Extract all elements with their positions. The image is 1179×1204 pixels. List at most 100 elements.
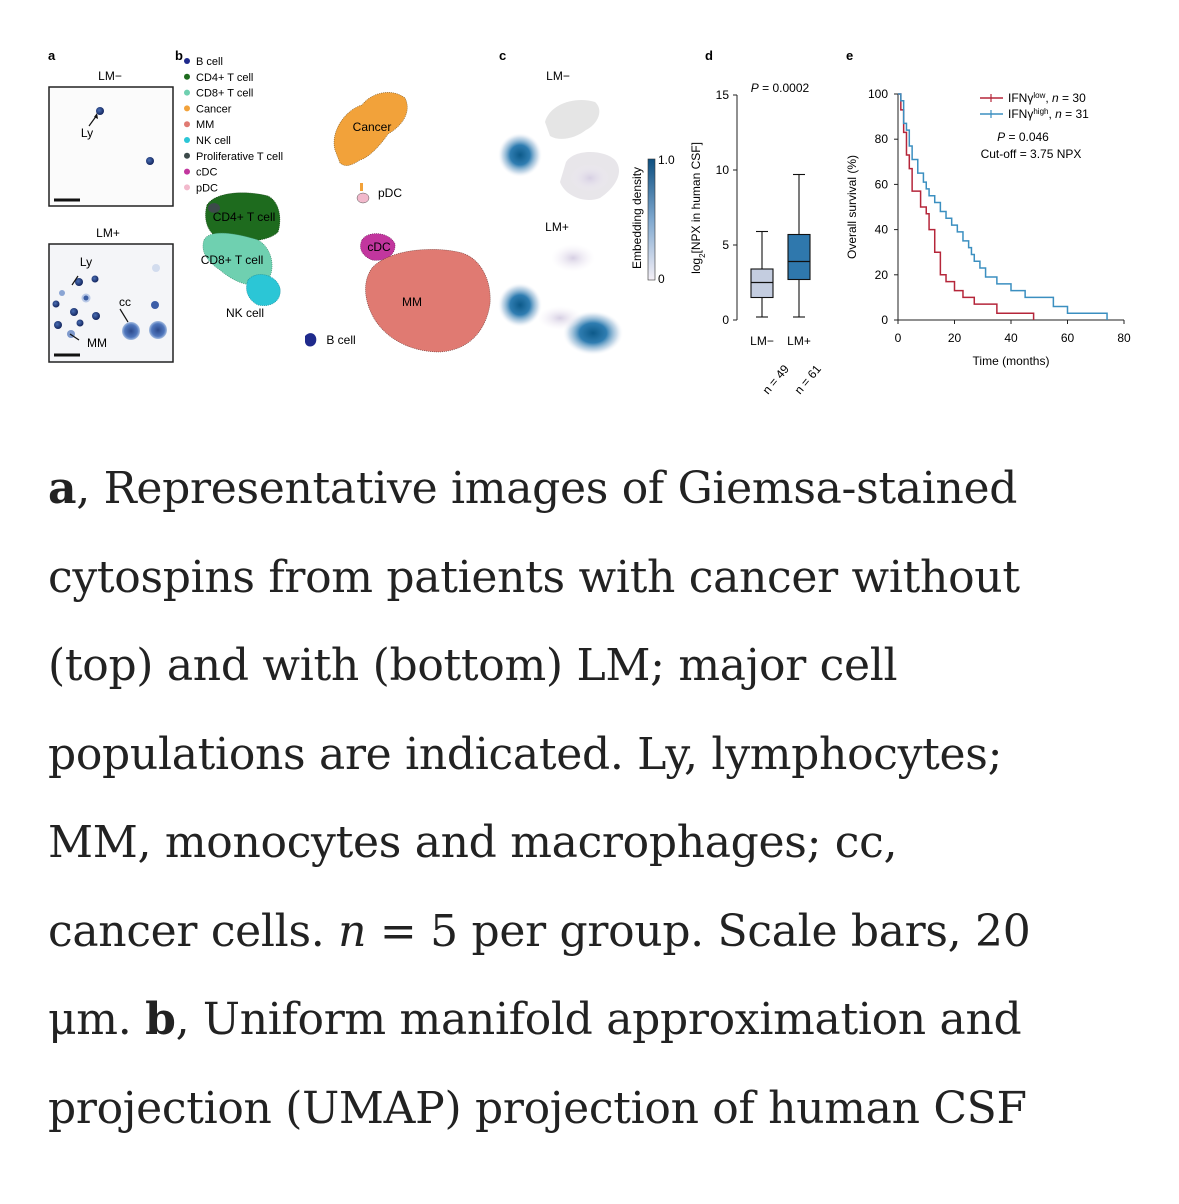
panel-c-bottom-title: LM+ xyxy=(545,220,569,234)
cluster-pdc xyxy=(356,192,370,204)
cluster-cancer-fragment xyxy=(360,183,363,191)
legend-high: IFNγhigh, n = 31 xyxy=(1008,107,1089,122)
arrowhead xyxy=(94,113,98,119)
cluster-mm xyxy=(365,249,491,353)
caption-segment: cancer cells. xyxy=(48,905,339,957)
legend-dot xyxy=(184,137,190,143)
cluster-cd4-t-cell xyxy=(205,192,281,242)
figure: a LM− Ly LM+ Ly xyxy=(0,0,1179,410)
x-tick-label: 20 xyxy=(948,331,962,345)
lymphocyte-cell xyxy=(96,107,104,115)
legend-label: Cancer xyxy=(196,103,232,115)
legend-label: cDC xyxy=(196,167,217,179)
caption-line: cancer cells. n = 5 per group. Scale bar… xyxy=(48,888,1148,977)
legend-dot xyxy=(184,105,190,112)
x-tick-label: 0 xyxy=(895,331,902,345)
caption-segment: projection (UMAP) projection of human CS… xyxy=(48,1082,1027,1134)
label-nk: NK cell xyxy=(226,306,264,320)
density-hotspot xyxy=(498,283,542,327)
cluster-proliferative-t-cell xyxy=(208,203,220,213)
label-cdc: cDC xyxy=(367,240,391,254)
box-iqr xyxy=(750,268,774,299)
y-tick-label: 15 xyxy=(716,88,730,102)
n-label-lm-negative: n = 49 xyxy=(760,362,793,397)
ly-label-top: Ly xyxy=(81,126,93,140)
caption-segment: = 5 per group. Scale bars, 20 xyxy=(366,905,1031,957)
panel-a-letter: a xyxy=(48,48,56,63)
y-tick-label: 40 xyxy=(875,223,889,237)
p-value-text: = 0.0002 xyxy=(759,81,810,95)
legend-dot xyxy=(184,73,190,80)
colorbar-min: 0 xyxy=(658,272,665,286)
km-legend: IFNγlow, n = 30 IFNγhigh, n = 31 P = 0.0… xyxy=(980,91,1089,161)
legend-label: MM xyxy=(196,119,214,131)
km-curve xyxy=(898,93,1108,320)
label-b-cell: B cell xyxy=(326,333,355,347)
y-axis-ticks: 0 5 10 15 xyxy=(716,88,737,327)
lymphocyte-cell xyxy=(146,157,154,165)
y-tick-label: 20 xyxy=(875,268,889,282)
panel-a-top-title: LM− xyxy=(98,69,122,83)
cancer-cell xyxy=(122,322,140,340)
density-lm-positive xyxy=(498,244,623,355)
colorbar-max: 1.0 xyxy=(658,153,675,167)
panel-e: e 0 20 40 60 80 0 20 40 60 80 100 Overall survival… xyxy=(845,48,1131,368)
legend-dot xyxy=(184,89,190,96)
caption-segment: , Uniform manifold approximation and xyxy=(175,994,1022,1045)
legend-label: Proliferative T cell xyxy=(196,151,283,163)
cluster-b-cell xyxy=(305,333,317,347)
y-tick-label: 0 xyxy=(881,313,888,327)
legend-label: NK cell xyxy=(196,135,231,147)
y-tick-label: 100 xyxy=(868,87,888,101)
y-tick-label: 10 xyxy=(716,163,730,177)
caption-segment: (top) and with (bottom) LM; major cell xyxy=(48,640,898,691)
n-label-lm-positive: n = 61 xyxy=(792,362,825,397)
legend-low: IFNγlow, n = 30 xyxy=(1008,91,1086,106)
legend-dot xyxy=(184,121,190,128)
cancer-cell xyxy=(149,321,167,339)
density-faint xyxy=(538,306,582,330)
caption-line: μm. b, Uniform manifold approximation an… xyxy=(48,976,1148,1065)
caption-segment: populations are indicated. Ly, lymphocyt… xyxy=(48,728,1003,780)
km-ticks: 0 20 40 60 80 0 20 40 60 80 100 xyxy=(868,87,1131,345)
mm-arrow xyxy=(69,333,80,341)
caption-segment: , Representative images of Giemsa-staine… xyxy=(76,463,1018,514)
panel-e-letter: e xyxy=(846,48,853,63)
x-tick-label: 80 xyxy=(1117,331,1131,345)
km-cutoff: Cut-off = 3.75 NPX xyxy=(981,147,1082,161)
figure-svg: a LM− Ly LM+ Ly xyxy=(48,48,1131,397)
label-cancer: Cancer xyxy=(353,120,392,134)
caption-line: MM, monocytes and macrophages; cc, xyxy=(48,799,1148,888)
density-colorbar xyxy=(647,158,656,281)
y-tick-label: 5 xyxy=(722,238,729,252)
label-pdc: pDC xyxy=(378,186,402,200)
colorbar-label: Embedding density xyxy=(630,167,644,269)
umap-legend: B cell CD4+ T cell CD8+ T cell Cancer MM NK c… xyxy=(184,56,283,194)
km-x-label: Time (months) xyxy=(973,354,1050,368)
caption-segment: cytospins from patients with cancer with… xyxy=(48,551,1020,603)
box-iqr xyxy=(787,233,811,281)
km-curves xyxy=(898,93,1108,320)
umap-clusters xyxy=(202,92,491,353)
caption-segment: MM, monocytes and macrophages; cc, xyxy=(48,817,898,868)
caption-line: a, Representative images of Giemsa-stain… xyxy=(48,445,1148,534)
caption-segment: n xyxy=(338,905,367,957)
x-tick-label: 60 xyxy=(1061,331,1075,345)
density-faint xyxy=(570,164,610,192)
label-cd4: CD4+ T cell xyxy=(213,210,276,224)
label-cd8: CD8+ T cell xyxy=(201,253,264,267)
label-mm: MM xyxy=(402,295,422,309)
panel-d: d P = 0.0002 0 5 10 15 log2[NPX in human CS… xyxy=(689,48,824,397)
legend-label: CD8+ T cell xyxy=(196,88,253,100)
x-tick-lm-negative: LM− xyxy=(750,334,774,348)
km-y-label: Overall survival (%) xyxy=(845,155,859,259)
panel-b-letter: b xyxy=(175,48,183,63)
figure-caption: a, Representative images of Giemsa-stain… xyxy=(48,445,1148,1153)
caption-segment: b xyxy=(145,994,176,1045)
panel-a-bottom-title: LM+ xyxy=(96,226,120,240)
caption-line: populations are indicated. Ly, lymphocyt… xyxy=(48,711,1148,800)
cc-label: cc xyxy=(119,295,131,309)
density-background xyxy=(545,100,600,139)
mm-label: MM xyxy=(87,336,107,350)
density-faint xyxy=(551,244,595,272)
